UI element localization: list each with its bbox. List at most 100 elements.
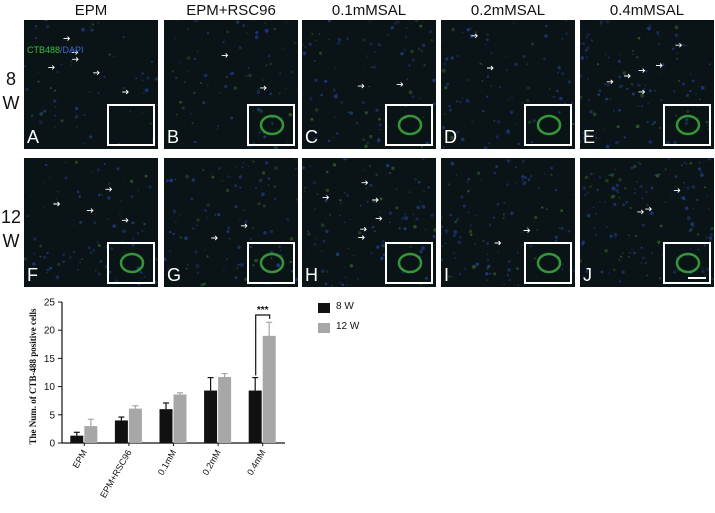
cell-speck [655, 173, 660, 178]
cell-speck [88, 91, 91, 94]
cell-speck [97, 22, 100, 25]
cell-speck [93, 221, 97, 225]
cell-speck [120, 200, 122, 202]
micrograph-texture [302, 158, 436, 287]
cell-speck [409, 191, 411, 193]
cell-speck [44, 182, 46, 184]
cell-speck [419, 24, 423, 28]
cell-speck [39, 120, 43, 125]
cell-speck [195, 264, 200, 268]
cell-speck [318, 51, 322, 55]
cell-speck [74, 115, 78, 119]
cell-speck [696, 198, 699, 202]
cell-speck [346, 284, 348, 286]
cell-speck [174, 37, 176, 40]
cell-speck [193, 57, 196, 61]
cell-speck [514, 182, 517, 184]
x-tick-label: EPM [71, 448, 89, 470]
cell-speck [40, 112, 44, 115]
cell-speck [169, 178, 173, 183]
cell-speck [457, 240, 462, 245]
cell-speck [614, 232, 618, 237]
cell-speck [371, 225, 375, 229]
cell-speck [686, 186, 690, 190]
cell-speck [486, 95, 489, 98]
cell-speck [112, 224, 117, 228]
cell-speck [463, 267, 467, 270]
arrow-marker-icon [638, 89, 646, 95]
cell-speck [79, 221, 82, 224]
cell-speck [673, 140, 677, 145]
cell-speck [359, 204, 362, 207]
micrograph-texture [302, 20, 436, 149]
cell-speck [592, 206, 595, 208]
bar-8w [114, 420, 128, 443]
cell-speck [135, 76, 138, 80]
cell-speck [78, 195, 81, 198]
cell-speck [113, 55, 115, 57]
cell-speck [684, 199, 686, 201]
cell-speck [324, 199, 328, 203]
cell-speck [584, 139, 587, 142]
cell-speck [497, 134, 499, 136]
cell-speck [606, 82, 610, 87]
cell-speck [573, 193, 575, 196]
cell-speck [461, 97, 463, 99]
cell-speck [35, 25, 38, 28]
cell-speck [614, 235, 617, 239]
cell-speck [263, 231, 267, 235]
cell-speck [503, 201, 506, 204]
cell-speck [295, 158, 297, 161]
cell-speck [37, 80, 40, 83]
cell-speck [517, 142, 520, 146]
cell-speck [273, 185, 276, 188]
cell-speck [313, 243, 317, 246]
cell-speck [468, 229, 473, 234]
cell-speck [252, 110, 254, 112]
cell-speck [604, 249, 608, 253]
cell-speck [582, 275, 584, 278]
cell-speck [693, 207, 695, 210]
cell-speck [335, 93, 338, 96]
x-tick-label: 0.4mM [245, 448, 267, 477]
cell-speck [594, 233, 598, 237]
cell-speck [632, 53, 634, 56]
cell-speck [689, 89, 692, 93]
cell-speck [659, 224, 663, 228]
cell-speck [340, 101, 344, 104]
cell-speck [274, 166, 278, 170]
cell-speck [515, 166, 518, 169]
cell-speck [461, 31, 464, 34]
cell-speck [248, 165, 250, 167]
micrograph-texture [580, 20, 712, 149]
cell-speck [362, 169, 365, 171]
cell-speck [710, 227, 713, 231]
bar-8w [248, 390, 262, 443]
cell-speck [373, 51, 376, 53]
cell-speck [690, 228, 693, 231]
cell-speck [89, 251, 93, 255]
cell-speck [503, 217, 505, 219]
cell-speck [341, 283, 345, 287]
cell-speck [557, 66, 561, 70]
cell-speck [442, 146, 445, 149]
cell-speck [187, 264, 189, 266]
cell-speck [690, 73, 692, 75]
cell-speck [368, 85, 370, 88]
cell-speck [667, 158, 670, 160]
cell-speck [324, 282, 328, 286]
cell-speck [174, 178, 177, 181]
cell-speck [290, 70, 294, 74]
cell-speck [44, 20, 48, 22]
cell-speck [280, 47, 282, 49]
cell-speck [460, 137, 465, 142]
cell-speck [219, 92, 221, 94]
cell-speck [214, 213, 217, 216]
cell-speck [328, 213, 332, 217]
cell-speck [691, 185, 696, 189]
cell-speck [107, 218, 109, 220]
cell-speck [155, 104, 158, 106]
cell-speck [62, 260, 65, 263]
cell-speck [604, 178, 609, 183]
cell-speck [55, 197, 58, 200]
